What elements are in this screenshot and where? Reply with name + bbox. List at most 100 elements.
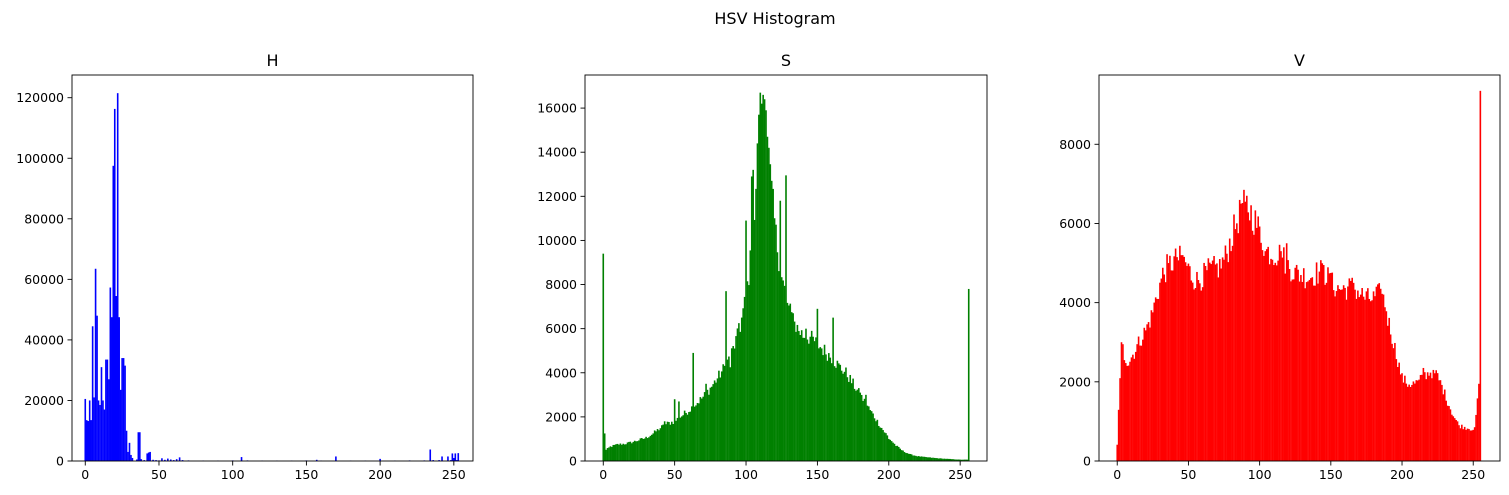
v-bar <box>1164 282 1167 461</box>
h-y-tick-label: 40000 <box>24 332 64 347</box>
s-bar <box>602 253 605 461</box>
s-bar <box>616 443 619 461</box>
s-bar <box>748 285 750 461</box>
s-bar <box>605 449 607 461</box>
s-bar <box>917 456 920 461</box>
h-bar <box>100 367 103 461</box>
h-bar <box>441 456 443 461</box>
s-bar <box>723 365 726 461</box>
s-bar <box>913 455 916 461</box>
v-bar <box>1217 277 1220 461</box>
s-bar <box>773 218 776 461</box>
v-bar <box>1364 299 1366 461</box>
s-bar <box>795 331 797 461</box>
h-bar <box>121 358 123 461</box>
s-bar <box>896 445 899 461</box>
s-bar <box>782 280 784 461</box>
h-bar <box>155 460 157 461</box>
s-bar <box>679 417 682 461</box>
h-bar <box>240 457 243 461</box>
s-bar <box>899 448 901 461</box>
s-bar <box>702 396 704 461</box>
v-bar <box>1408 384 1410 461</box>
s-bar <box>940 458 943 461</box>
v-bar <box>1341 289 1344 461</box>
h-bar <box>167 458 169 461</box>
s-bar <box>943 458 946 461</box>
v-bar <box>1169 255 1171 461</box>
s-bar <box>850 383 853 461</box>
s-bar <box>779 200 782 462</box>
s-bar <box>843 371 846 461</box>
h-bar <box>451 453 454 461</box>
h-bar <box>94 268 97 461</box>
v-bar <box>1277 260 1279 461</box>
v-bar <box>1334 296 1336 461</box>
v-bar <box>1428 375 1430 461</box>
s-bar <box>635 441 637 461</box>
s-bar <box>753 219 756 461</box>
v-bar <box>1253 234 1255 461</box>
v-bar <box>1119 378 1121 461</box>
v-bar <box>1449 409 1452 461</box>
s-bar <box>832 317 834 461</box>
s-bar <box>870 411 873 461</box>
s-bar <box>700 398 703 461</box>
s-bar <box>806 339 809 461</box>
v-bar <box>1216 263 1218 461</box>
v-bar <box>1311 277 1314 461</box>
s-bar <box>775 224 777 461</box>
h-bar <box>97 400 100 461</box>
v-bar <box>1244 201 1247 461</box>
v-bar <box>1150 310 1153 461</box>
s-bar <box>641 438 643 461</box>
v-bar <box>1159 282 1161 461</box>
v-bar <box>1200 290 1203 461</box>
s-bar <box>780 277 783 461</box>
s-panel-title: S <box>781 51 791 70</box>
s-bar <box>967 288 970 461</box>
s-bar <box>889 439 892 461</box>
v-bar <box>1386 325 1389 461</box>
s-bar <box>613 444 616 461</box>
v-bar <box>1458 425 1460 461</box>
v-bar <box>1189 266 1191 461</box>
s-bar <box>929 457 931 461</box>
s-bar <box>759 92 762 462</box>
s-bar <box>819 347 822 461</box>
s-bar <box>710 386 713 461</box>
v-bar <box>1445 400 1447 461</box>
v-bar <box>1476 398 1479 461</box>
s-bar <box>892 442 894 461</box>
v-bar <box>1201 287 1204 461</box>
v-bar <box>1465 429 1467 461</box>
s-y-tick-label: 6000 <box>545 321 577 336</box>
v-bar <box>1134 351 1137 461</box>
v-bar <box>1194 287 1197 461</box>
v-bar <box>1196 271 1198 461</box>
v-bar <box>1469 430 1472 461</box>
s-bar <box>953 459 956 461</box>
h-bar <box>125 430 128 461</box>
s-bar <box>962 459 964 461</box>
s-bar <box>713 380 716 461</box>
v-bar <box>1170 270 1173 461</box>
s-bar <box>862 400 864 461</box>
v-bar <box>1181 255 1184 461</box>
s-x-tick-label: 200 <box>877 467 901 482</box>
s-bar <box>668 422 670 461</box>
v-bar <box>1448 406 1450 461</box>
h-bar <box>84 398 87 461</box>
v-bar <box>1338 289 1341 461</box>
v-bar <box>1468 428 1470 461</box>
h-bar <box>130 454 132 461</box>
v-bar <box>1354 289 1356 461</box>
v-bar <box>1419 374 1422 461</box>
s-bar <box>735 336 737 461</box>
s-bar <box>813 341 816 461</box>
s-bar <box>960 459 963 461</box>
v-bar <box>1228 238 1231 461</box>
s-bar <box>866 405 869 461</box>
s-bar <box>942 458 944 461</box>
s-bar <box>868 406 870 461</box>
